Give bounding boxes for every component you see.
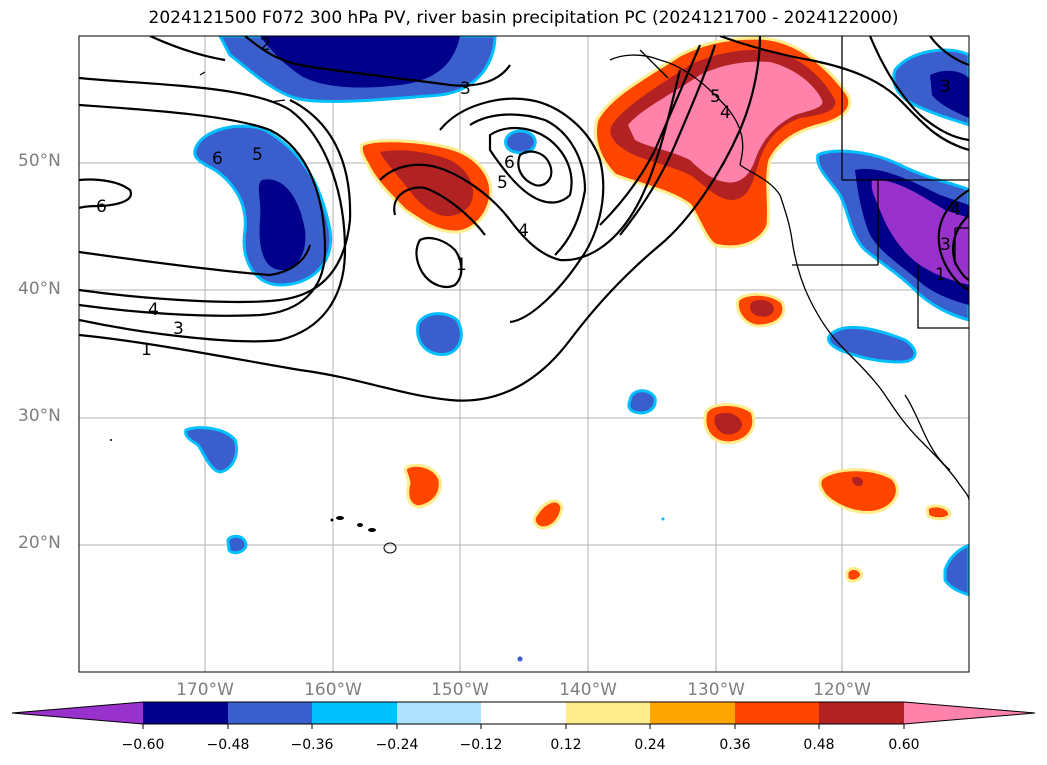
colorbar-tick-marks — [142, 724, 905, 729]
colorbar-extend-max — [904, 702, 1035, 724]
contour-label: 1 — [456, 255, 467, 275]
map-plot: 2 3 6 5 6 5 4 3 1 6 5 4 1 3 4 3 1 4 — [79, 35, 969, 672]
contour-label: 3 — [173, 319, 184, 339]
contour-label: 1 — [141, 340, 152, 360]
contour-label: 5 — [252, 145, 263, 165]
contour-label: 3 — [460, 79, 471, 99]
colorbar-tick-label: −0.24 — [375, 737, 419, 753]
hawaii-islands — [110, 439, 665, 662]
colorbar-segment — [735, 702, 819, 724]
lon-label: 140°W — [559, 680, 617, 700]
contour-label-group: 2 3 6 5 6 5 4 3 1 6 5 4 1 3 4 3 1 4 — [96, 35, 961, 360]
lon-label: 120°W — [813, 680, 871, 700]
colorbar-segment — [566, 702, 650, 724]
lon-label: 150°W — [431, 680, 489, 700]
colorbar-segment — [650, 702, 735, 724]
colorbar-tick-label: 0.60 — [888, 737, 920, 753]
colorbar-tick-label: 0.48 — [803, 737, 835, 753]
map-title: 2024121500 F072 300 hPa PV, river basin … — [148, 8, 899, 28]
contour-label: 4 — [720, 103, 731, 123]
contour-label: 2 — [260, 35, 271, 55]
colorbar-tick-label: −0.36 — [290, 737, 334, 753]
colorbar-segment — [481, 702, 566, 724]
contour-label: 3 — [940, 235, 951, 255]
colorbar-tick-label: −0.12 — [459, 737, 503, 753]
map-frame — [78, 35, 970, 673]
colorbar-extend-min — [12, 702, 143, 724]
lon-label: 170°W — [176, 680, 234, 700]
contour-label: 4 — [518, 221, 529, 241]
colorbar-segment — [312, 702, 397, 724]
colorbar-segment — [397, 702, 481, 724]
colorbar-tick-label: 0.36 — [719, 737, 751, 753]
contour-label: 5 — [710, 87, 721, 107]
colorbar-tick-label: 0.12 — [550, 737, 582, 753]
contour-label: 6 — [96, 197, 107, 217]
contour-label: 6 — [212, 149, 223, 169]
contour-label: 6 — [504, 153, 515, 173]
lat-label: 50°N — [18, 151, 61, 171]
colorbar-tick-label: 0.24 — [634, 737, 666, 753]
lon-label: 130°W — [687, 680, 745, 700]
colorbar — [11, 701, 1036, 729]
contour-label: 1 — [935, 265, 946, 285]
pv-contours — [79, 36, 969, 402]
lon-label: 160°W — [304, 680, 362, 700]
contour-label: 5 — [497, 173, 508, 193]
colorbar-segment — [228, 702, 312, 724]
colorbar-segment — [819, 702, 904, 724]
lat-label: 20°N — [18, 533, 61, 553]
colorbar-tick-label: −0.48 — [206, 737, 250, 753]
contour-label: 3 — [940, 77, 951, 97]
contour-label: 4 — [148, 300, 159, 320]
colorbar-tick-label: −0.60 — [121, 737, 165, 753]
lat-label: 30°N — [18, 406, 61, 426]
lat-label: 40°N — [18, 279, 61, 299]
negative-pc-patches — [184, 36, 969, 597]
contour-label: 4 — [950, 200, 961, 220]
colorbar-segment — [143, 702, 228, 724]
